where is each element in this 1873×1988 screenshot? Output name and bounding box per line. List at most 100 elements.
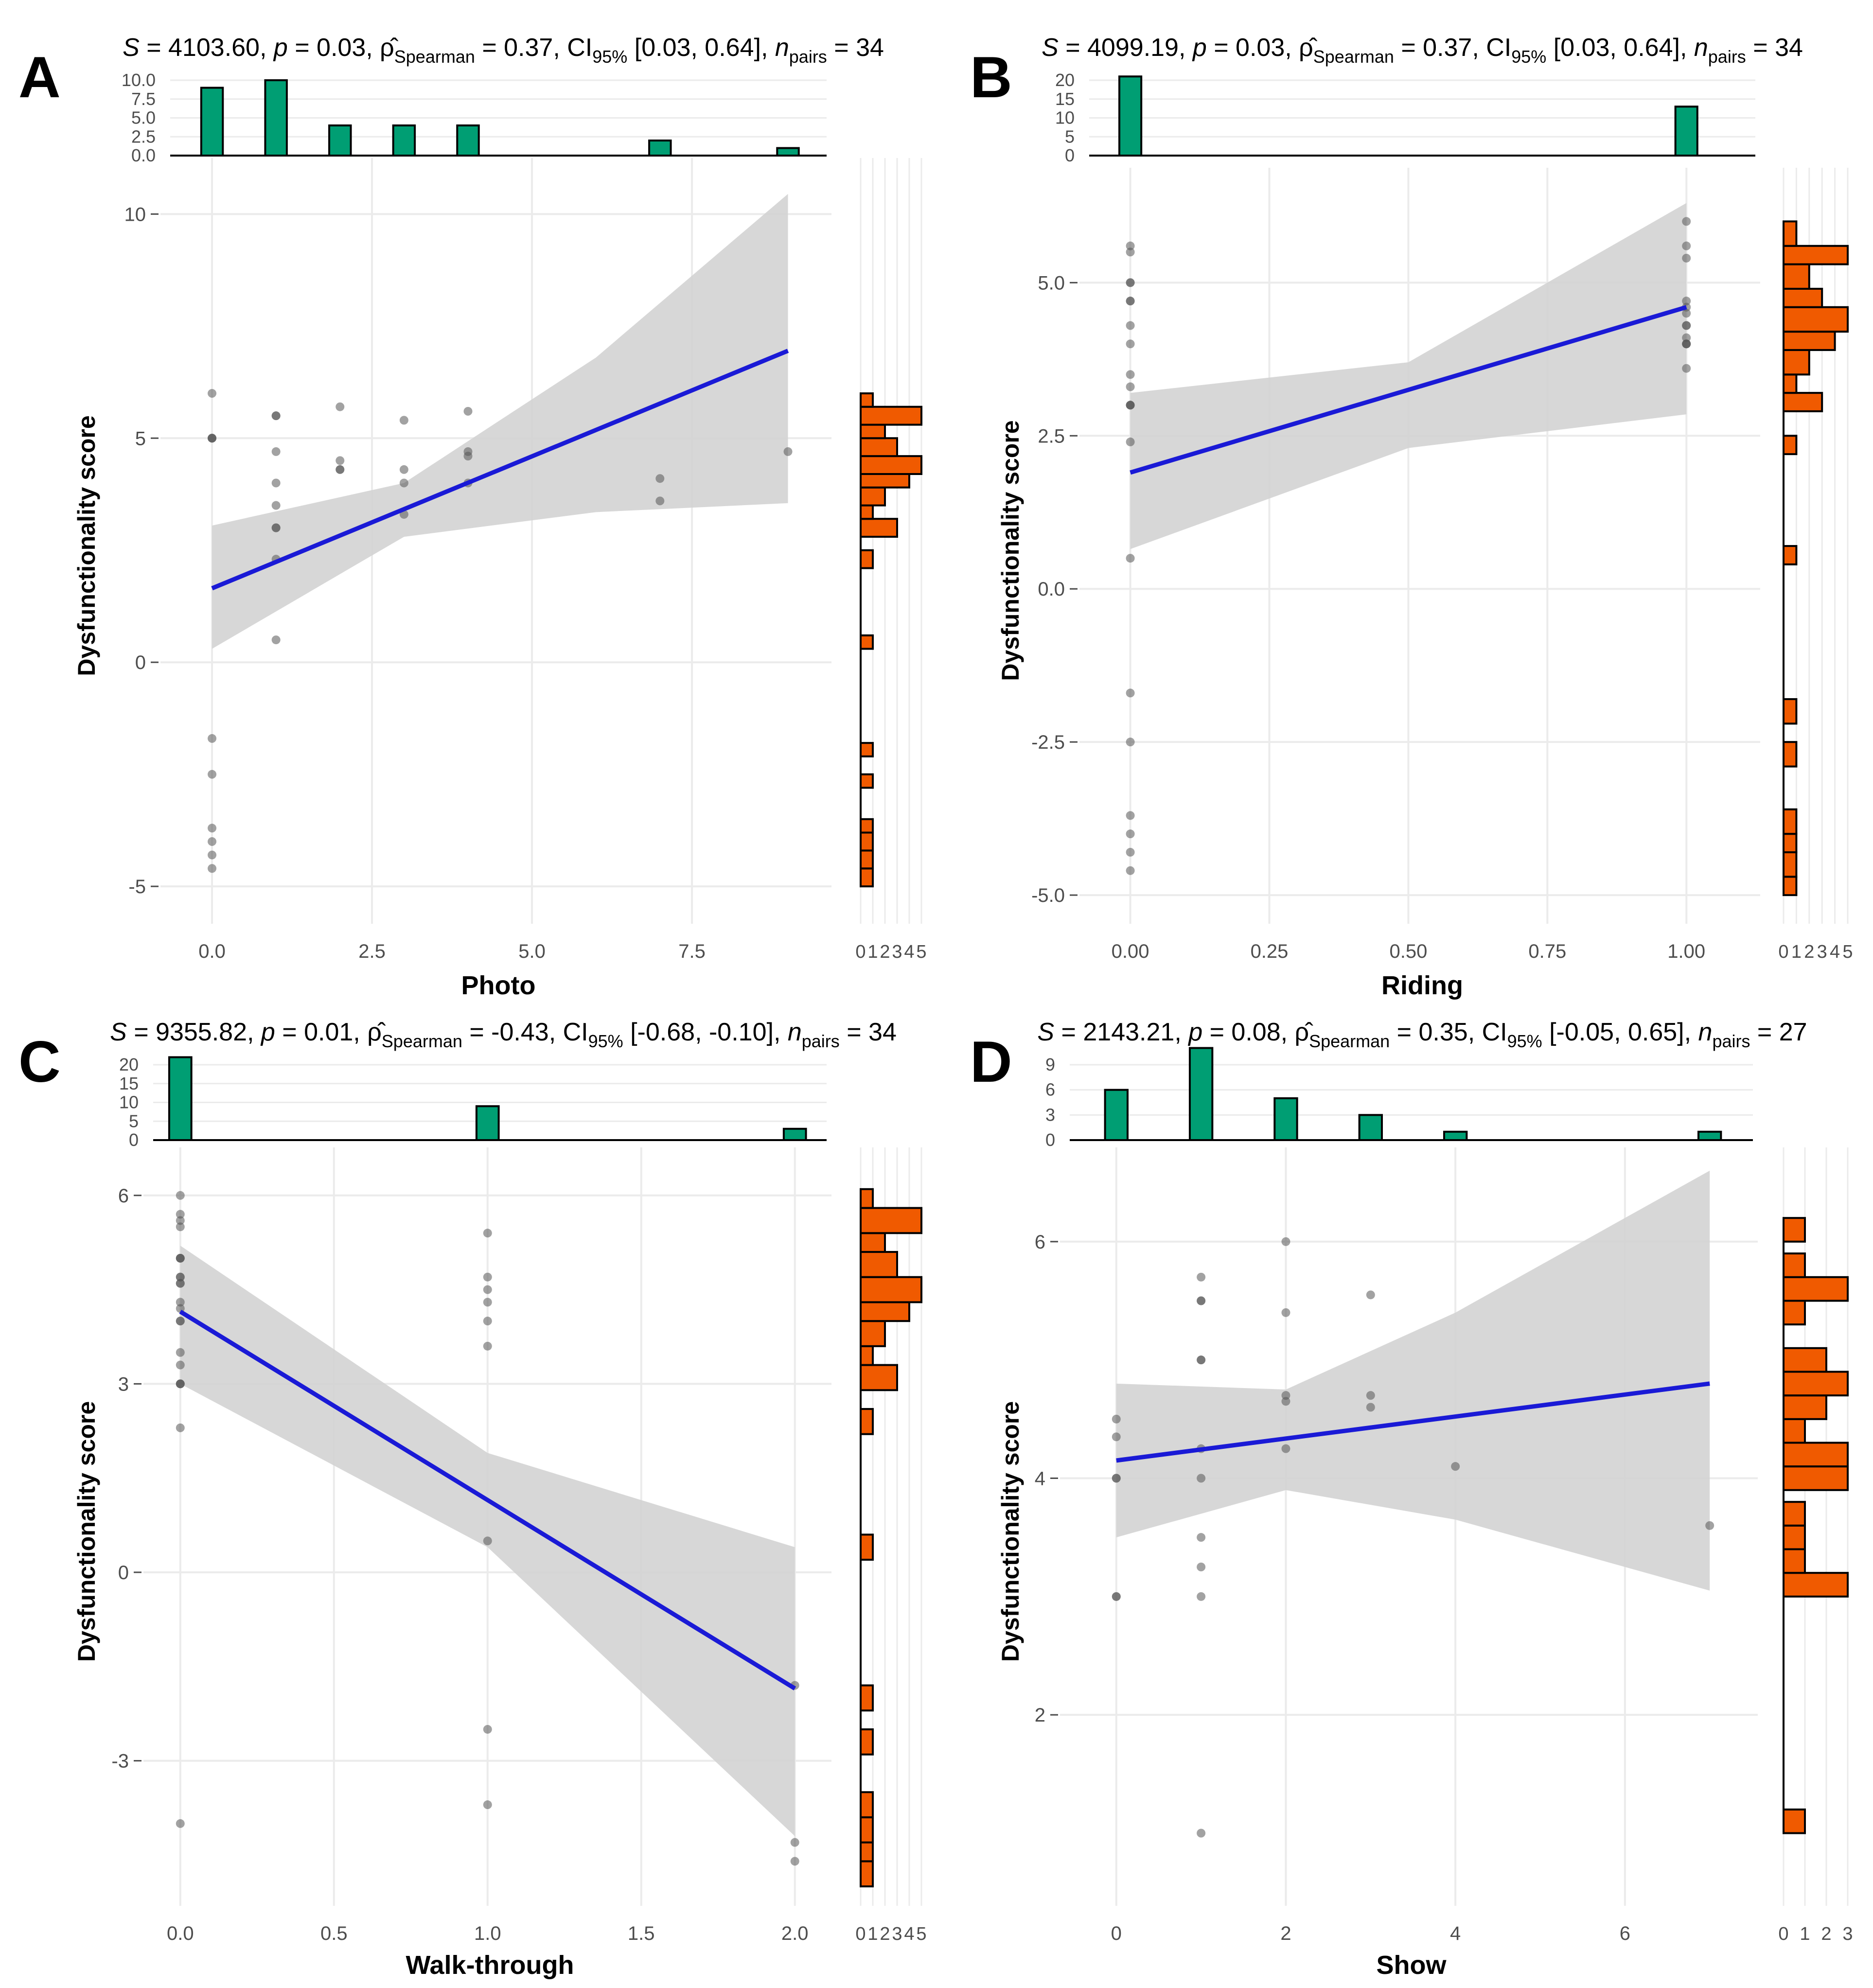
title-part: = 0.37, CI [1394, 34, 1511, 62]
title-part: Spearman [1313, 47, 1394, 67]
title-part: 95% [1511, 47, 1546, 67]
data-point [176, 1348, 185, 1357]
side-hist-bar [1783, 287, 1823, 308]
top-marginal-histogram: 0 3 6 9 [1045, 1047, 1753, 1150]
panel-title: S = 2143.21, p = 0.08, ρ̂Spearman = 0.35… [1037, 1018, 1807, 1051]
side-hist-bar [860, 773, 874, 789]
data-point [1197, 1592, 1206, 1601]
main-plot: -3 0 3 6 0.0 0.5 1.0 1.5 2.0 Walk-through Dysfunct… [73, 1147, 831, 1980]
data-point [1682, 297, 1691, 306]
top-hist-bar [456, 124, 480, 157]
side-hist-bar [860, 423, 886, 440]
panel-letter: B [970, 45, 1012, 110]
top-hist-tick-label: 2.5 [131, 126, 156, 146]
data-point [271, 501, 281, 510]
x-tick-label: 2.0 [781, 1923, 809, 1944]
data-point [1126, 866, 1135, 875]
title-part: pairs [789, 47, 827, 67]
side-hist-tick-label: 0 [855, 1924, 866, 1944]
x-axis-label: Photo [461, 971, 536, 1000]
data-point [176, 1191, 185, 1200]
data-point [1126, 278, 1135, 287]
data-point [1366, 1403, 1375, 1412]
data-point [336, 456, 345, 465]
data-point [336, 465, 345, 474]
data-point [783, 447, 793, 456]
y-tick-label: -5 [128, 876, 146, 897]
side-hist-tick-label: 5 [916, 942, 926, 962]
title-part: S [1037, 1018, 1054, 1046]
data-point [790, 1838, 799, 1847]
data-point [1682, 217, 1691, 226]
y-axis-label: Dysfunctionality score [73, 415, 100, 676]
x-tick-label: 1.00 [1667, 941, 1705, 962]
data-point [483, 1317, 492, 1326]
x-tick-label: 1.5 [628, 1923, 655, 1944]
y-tick-label: 6 [1035, 1232, 1045, 1253]
x-tick-label: 2 [1280, 1923, 1291, 1944]
side-hist-bar [860, 392, 874, 408]
x-tick-label: 7.5 [678, 941, 706, 962]
title-part: Spearman [1309, 1031, 1390, 1051]
top-hist-tick-label: 5 [1065, 126, 1075, 146]
side-hist-bar [1783, 851, 1798, 878]
top-hist-bar [1697, 1130, 1722, 1142]
title-part: = 34 [827, 34, 884, 62]
side-hist-bar [1783, 349, 1810, 376]
x-axis-label: Show [1377, 1951, 1447, 1980]
data-point [176, 1272, 185, 1282]
data-point [1112, 1474, 1121, 1483]
title-part: Spearman [382, 1031, 462, 1051]
top-hist-tick-label: 20 [119, 1055, 139, 1074]
data-point [271, 635, 281, 645]
top-hist-tick-label: 3 [1045, 1105, 1055, 1125]
data-point [463, 452, 473, 461]
title-part: = 0.35, CI [1390, 1018, 1507, 1046]
top-hist-tick-label: 0 [1045, 1130, 1055, 1150]
y-tick-label: 0 [135, 652, 146, 673]
data-point [176, 1819, 185, 1828]
data-point [1126, 829, 1135, 839]
title-part: = 0.08, [1202, 1018, 1294, 1046]
side-hist-bar [860, 818, 874, 834]
side-hist-tick-label: 5 [1842, 942, 1853, 962]
side-hist-bar [860, 634, 874, 650]
title-part: [0.03, 0.64], [627, 34, 775, 62]
data-point [463, 406, 473, 416]
panel-d: D S = 2143.21, p = 0.08, ρ̂Spearman = 0.3… [970, 1018, 1853, 1980]
side-hist-bar [1783, 1217, 1806, 1243]
y-tick-label: 2 [1035, 1705, 1045, 1726]
confidence-band [1116, 1170, 1710, 1591]
data-point [1197, 1296, 1206, 1305]
side-hist-bar [1783, 435, 1798, 456]
x-tick-label: 2.5 [358, 941, 386, 962]
title-part: 95% [592, 47, 627, 67]
data-point [1112, 1414, 1121, 1424]
title-part: 95% [588, 1031, 623, 1051]
regression-line [1116, 1381, 1710, 1463]
side-hist-tick-label: 1 [867, 1924, 878, 1944]
data-point [208, 770, 217, 779]
top-hist-bar [648, 140, 672, 157]
top-hist-tick-label: 10 [119, 1092, 139, 1112]
data-point [1126, 811, 1135, 820]
side-hist-bar [1783, 1808, 1806, 1834]
y-axis-label: Dysfunctionality score [997, 420, 1024, 681]
x-tick-label: 6 [1620, 1923, 1630, 1944]
data-point [1197, 1355, 1206, 1365]
data-point [1126, 241, 1135, 250]
panel-letter: C [18, 1029, 61, 1094]
x-axis-label: Riding [1381, 971, 1463, 1000]
side-hist-bar [1783, 1524, 1806, 1550]
data-point [1281, 1397, 1290, 1406]
data-point [176, 1360, 185, 1370]
side-hist-tick-label: 3 [892, 1924, 902, 1944]
side-hist-bar [860, 831, 874, 852]
data-point [1126, 247, 1135, 257]
y-tick-label: 10 [124, 204, 146, 225]
top-hist-bar [1674, 106, 1698, 157]
top-hist-tick-label: 0 [1065, 145, 1075, 165]
side-hist-bar [1783, 263, 1810, 290]
data-point [176, 1279, 185, 1288]
